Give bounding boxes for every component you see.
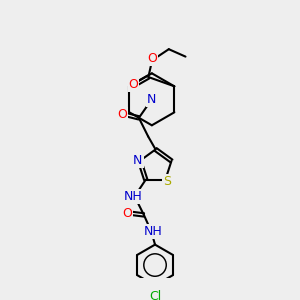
Text: O: O <box>147 52 157 65</box>
Text: O: O <box>117 108 127 121</box>
Text: N: N <box>133 154 142 166</box>
Text: O: O <box>129 78 139 91</box>
Text: NH: NH <box>144 225 163 238</box>
Text: S: S <box>163 175 171 188</box>
Text: Cl: Cl <box>149 290 161 300</box>
Text: O: O <box>122 207 132 220</box>
Text: NH: NH <box>123 190 142 203</box>
Text: N: N <box>147 93 157 106</box>
